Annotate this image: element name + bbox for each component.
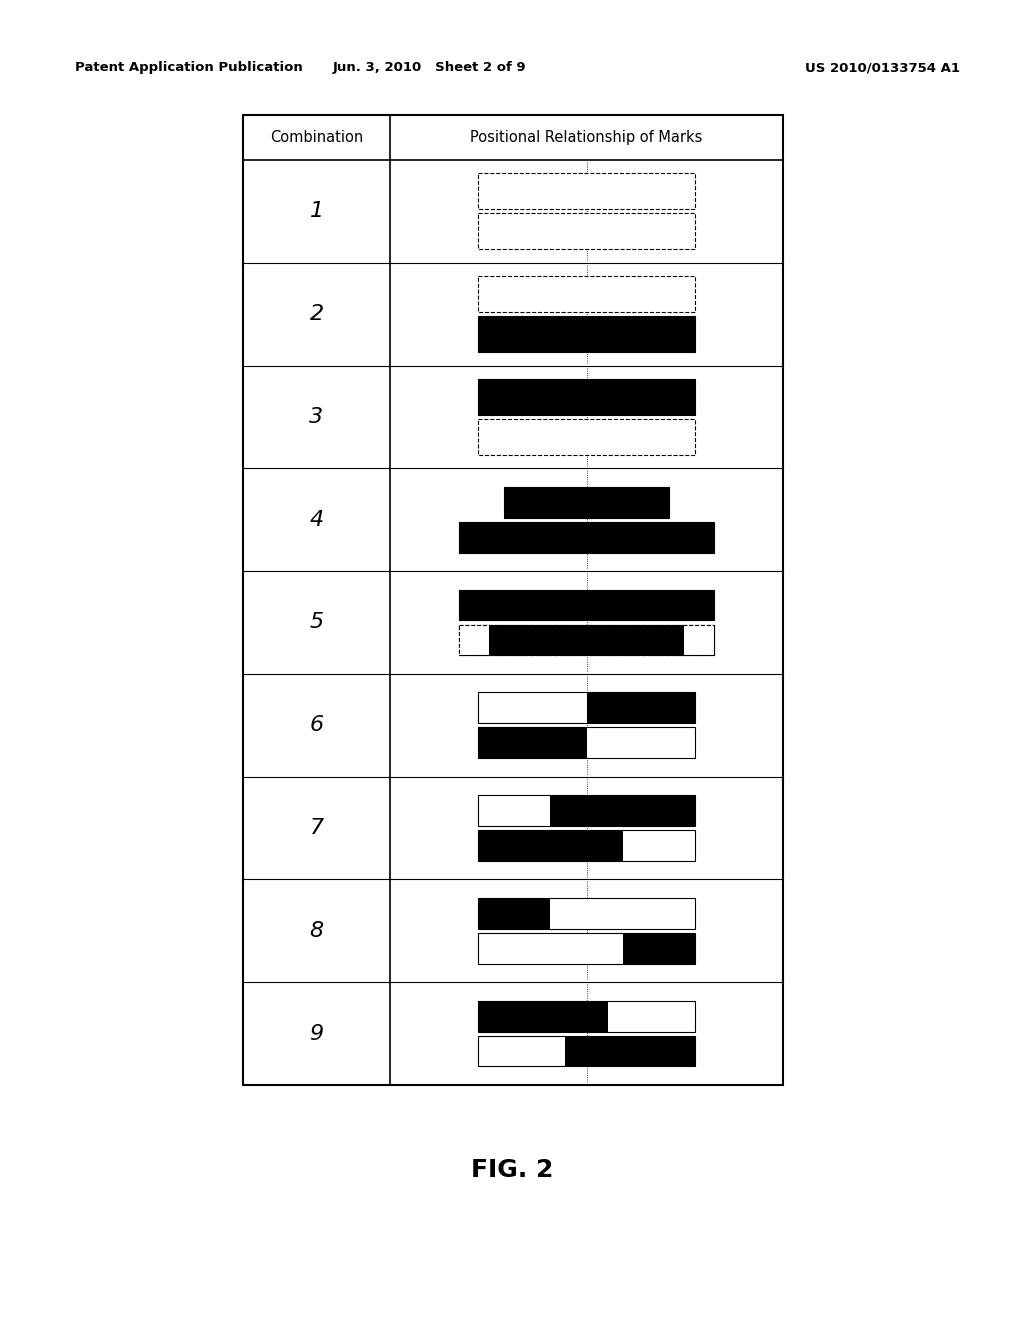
- Bar: [478, 693, 587, 723]
- Bar: [478, 418, 694, 455]
- Bar: [478, 727, 587, 758]
- Bar: [624, 830, 694, 861]
- Bar: [550, 795, 694, 826]
- Text: Combination: Combination: [270, 129, 364, 145]
- Bar: [459, 521, 714, 553]
- Text: FIG. 2: FIG. 2: [471, 1158, 553, 1181]
- Text: 5: 5: [309, 612, 324, 632]
- Bar: [459, 590, 714, 620]
- Text: 2: 2: [309, 304, 324, 325]
- Bar: [478, 830, 624, 861]
- Text: 4: 4: [309, 510, 324, 529]
- Bar: [587, 693, 694, 723]
- Bar: [478, 379, 694, 414]
- Bar: [684, 624, 714, 656]
- Bar: [565, 1036, 694, 1067]
- Bar: [478, 830, 694, 861]
- Bar: [478, 693, 694, 723]
- Bar: [587, 727, 694, 758]
- Bar: [478, 898, 550, 929]
- Bar: [478, 214, 694, 249]
- Bar: [478, 1036, 694, 1067]
- Text: 9: 9: [309, 1023, 324, 1044]
- Bar: [478, 727, 694, 758]
- Bar: [624, 933, 694, 964]
- Text: Patent Application Publication: Patent Application Publication: [75, 62, 303, 74]
- Bar: [478, 1001, 608, 1031]
- Bar: [459, 624, 714, 656]
- Bar: [478, 795, 550, 826]
- Bar: [478, 1036, 565, 1067]
- Text: 7: 7: [309, 818, 324, 838]
- Bar: [478, 276, 694, 312]
- Bar: [459, 624, 714, 656]
- Bar: [478, 898, 694, 929]
- Text: 8: 8: [309, 921, 324, 941]
- Text: 1: 1: [309, 202, 324, 222]
- Bar: [243, 115, 783, 1085]
- Text: Jun. 3, 2010   Sheet 2 of 9: Jun. 3, 2010 Sheet 2 of 9: [333, 62, 526, 74]
- Text: US 2010/0133754 A1: US 2010/0133754 A1: [805, 62, 961, 74]
- Bar: [504, 487, 669, 517]
- Bar: [478, 317, 694, 352]
- Bar: [608, 1001, 694, 1031]
- Bar: [478, 795, 694, 826]
- Text: Positional Relationship of Marks: Positional Relationship of Marks: [470, 129, 702, 145]
- Bar: [478, 933, 624, 964]
- Bar: [550, 898, 694, 929]
- Bar: [459, 624, 489, 656]
- Bar: [478, 173, 694, 210]
- Text: 3: 3: [309, 407, 324, 426]
- Text: 6: 6: [309, 715, 324, 735]
- Bar: [478, 1001, 694, 1031]
- Bar: [478, 933, 694, 964]
